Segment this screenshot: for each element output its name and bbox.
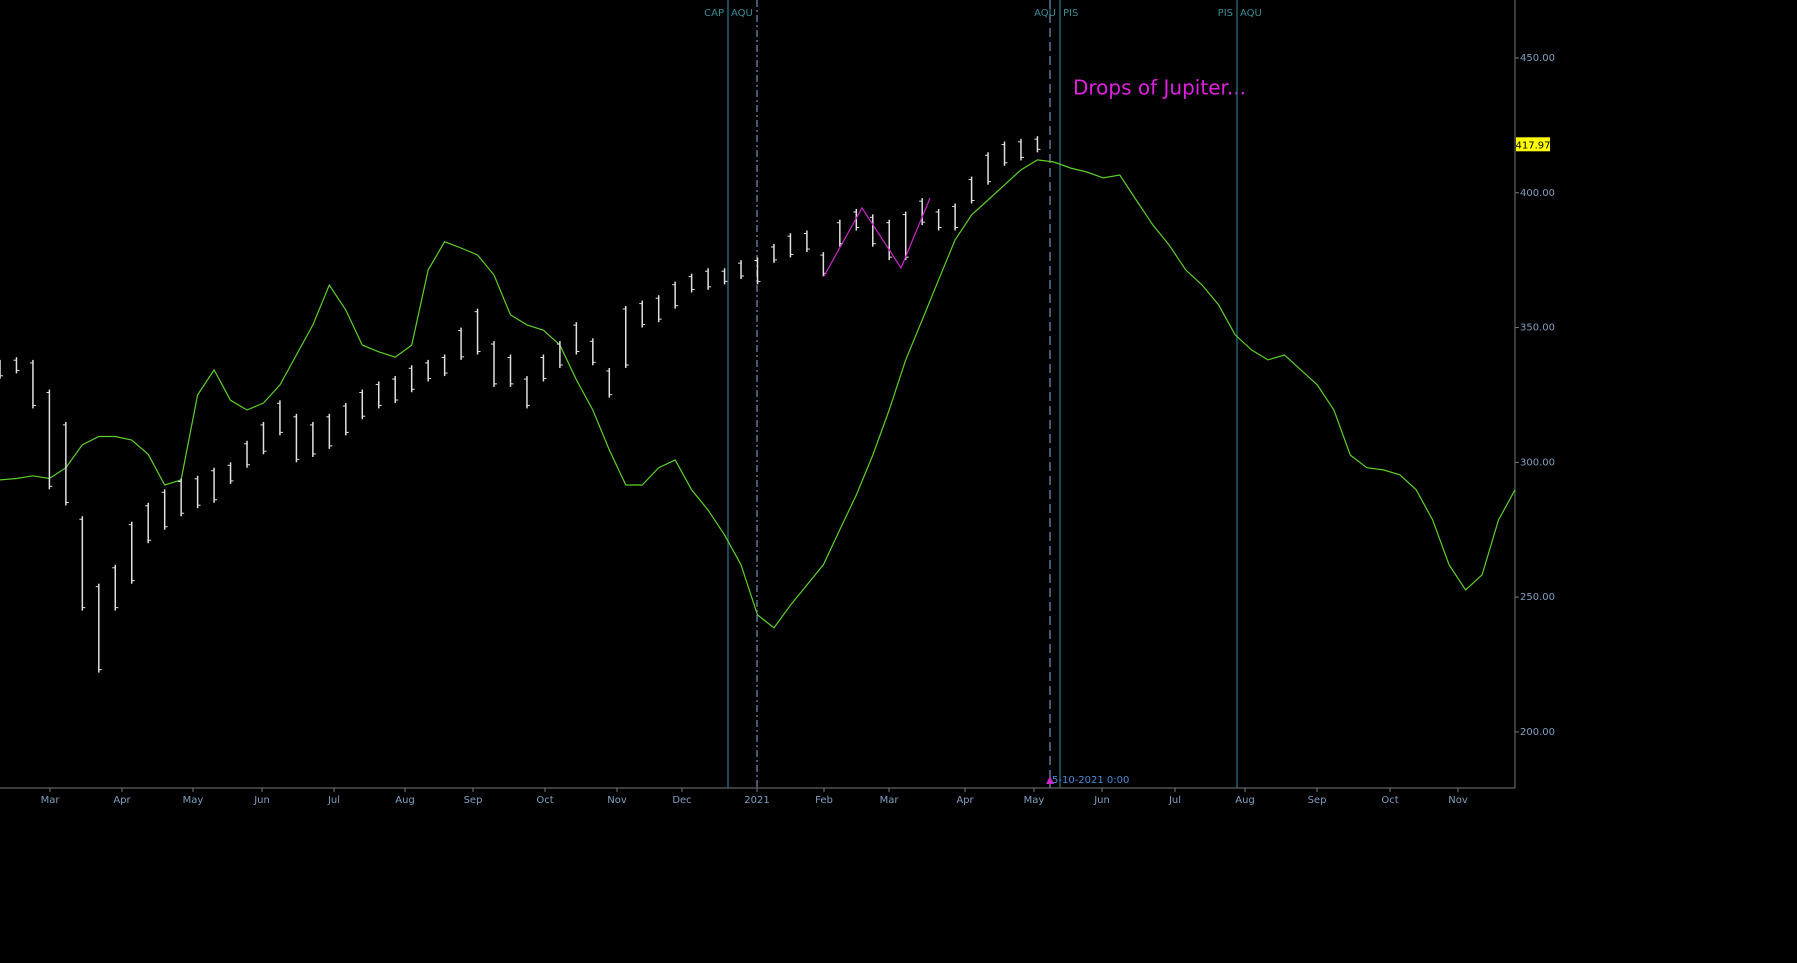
x-tick-label: Sep [464, 795, 483, 806]
last-price-box [1516, 137, 1550, 152]
marker-label: AQU [1034, 8, 1056, 19]
x-tick-label: Jun [1093, 795, 1110, 806]
y-tick-label: 400.00 [1520, 188, 1555, 199]
marker-label: AQU [731, 8, 753, 19]
x-tick-label: Apr [956, 795, 974, 806]
x-tick-label: Aug [1235, 795, 1255, 806]
marker-label: AQU [1240, 8, 1262, 19]
y-tick-label: 450.00 [1520, 53, 1555, 64]
x-tick-label: Nov [1448, 795, 1468, 806]
x-tick-label: Feb [815, 795, 833, 806]
x-tick-label: Aug [395, 795, 415, 806]
x-tick-label: Jul [1168, 795, 1181, 806]
x-tick-label: Mar [41, 795, 61, 806]
pattern-line [823, 197, 931, 277]
x-tick-label: May [183, 795, 204, 806]
cursor-marker [1046, 776, 1054, 784]
x-tick-label: Sep [1308, 795, 1327, 806]
last-price-label: 417.97 [1516, 140, 1551, 151]
x-tick-label: Nov [607, 795, 627, 806]
x-tick-label: Jul [327, 795, 340, 806]
indicator-line [0, 159, 1516, 629]
y-tick-label: 200.00 [1520, 727, 1555, 738]
x-tick-label: Jun [253, 795, 270, 806]
x-tick-label: Oct [536, 795, 553, 806]
x-tick-label: Apr [113, 795, 131, 806]
marker-label: PIS [1218, 8, 1233, 19]
marker-label: CAP [704, 8, 724, 19]
cursor-date: 5-10-2021 0:00 [1052, 775, 1129, 786]
x-tick-label: Dec [672, 795, 691, 806]
x-tick-label: 2021 [744, 795, 769, 806]
marker-label: PIS [1063, 8, 1078, 19]
annotation: Drops of Jupiter... [1073, 76, 1246, 100]
x-tick-label: May [1024, 795, 1045, 806]
x-tick-label: Oct [1381, 795, 1398, 806]
y-tick-label: 300.00 [1520, 457, 1555, 468]
y-tick-label: 350.00 [1520, 323, 1555, 334]
x-tick-label: Mar [880, 795, 900, 806]
y-tick-label: 250.00 [1520, 592, 1555, 603]
